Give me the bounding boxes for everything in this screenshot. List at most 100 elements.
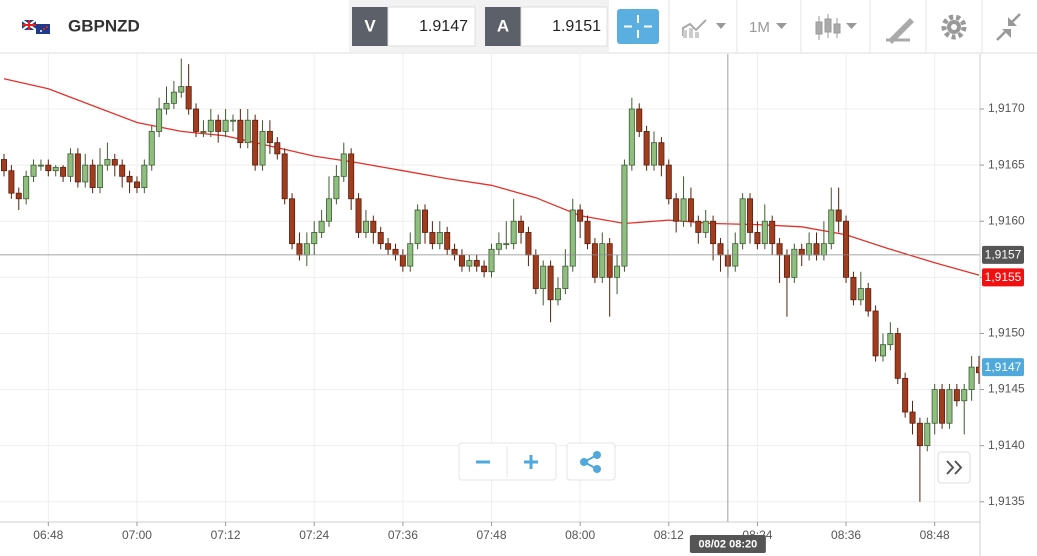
- candle-body: [902, 377, 909, 413]
- candle-body: [237, 119, 244, 144]
- price-marker: [982, 245, 1024, 264]
- candle-body: [621, 164, 628, 267]
- candle-body: [178, 86, 185, 93]
- candle-body: [717, 243, 724, 256]
- candle-body: [156, 108, 163, 132]
- candle-body: [710, 220, 717, 245]
- price-marker-label: 1,9155: [985, 270, 1022, 284]
- bid-badge[interactable]: [352, 7, 388, 46]
- candle-body: [518, 220, 525, 233]
- share-button[interactable]: [566, 442, 616, 481]
- zoom-in-button[interactable]: [524, 455, 538, 469]
- price-marker: [982, 358, 1024, 377]
- candle-body: [924, 422, 931, 447]
- candle-body: [141, 164, 148, 188]
- candle-body: [495, 243, 502, 250]
- x-tick-label: 08:36: [831, 528, 861, 542]
- candle-body: [340, 153, 347, 177]
- candle-body: [628, 108, 635, 166]
- candle-body: [399, 254, 406, 267]
- candle-body: [747, 198, 754, 233]
- bid-box[interactable]: [387, 6, 476, 47]
- candle-body: [806, 243, 813, 256]
- candle-body: [229, 119, 236, 122]
- candle-body: [651, 142, 658, 166]
- candle-body: [702, 220, 709, 233]
- candle-body: [665, 164, 672, 200]
- time-axis-bg: [0, 522, 980, 556]
- candle-body: [252, 119, 259, 166]
- indicators-button[interactable]: [682, 19, 726, 38]
- candle-body: [680, 198, 687, 222]
- candle-body: [333, 175, 340, 200]
- candle-body: [370, 220, 377, 233]
- price-marker-label: 1,9157: [985, 248, 1022, 262]
- ask-badge[interactable]: [485, 7, 521, 46]
- candle-body: [953, 389, 960, 402]
- bid-label: V: [364, 16, 376, 35]
- candle-body: [414, 209, 421, 245]
- candle-body: [835, 209, 842, 222]
- y-tick-label: 1,9135: [988, 494, 1025, 508]
- candle-body: [52, 166, 59, 172]
- draw-tools-button[interactable]: [886, 18, 914, 44]
- candle-body: [281, 153, 288, 200]
- candle-body: [348, 153, 355, 200]
- candle-body: [296, 243, 303, 256]
- candle-body: [362, 220, 369, 233]
- zoom-controls: [458, 442, 971, 484]
- candle-body: [510, 220, 517, 245]
- candle-body: [569, 209, 576, 267]
- crosshair-button[interactable]: [617, 9, 659, 44]
- price-axis-bg: [980, 54, 1037, 556]
- candle-body: [931, 389, 938, 424]
- scroll-to-end-button[interactable]: [937, 451, 971, 484]
- candle-body: [562, 265, 569, 289]
- candle-body: [303, 243, 310, 256]
- candle-body: [606, 243, 613, 278]
- candle-body: [879, 344, 886, 357]
- candle-body: [695, 220, 702, 233]
- settings-button[interactable]: [941, 14, 967, 40]
- candle-body: [377, 232, 384, 245]
- candle-body: [783, 254, 790, 278]
- timeframe-button[interactable]: 1M: [749, 19, 787, 36]
- candle-body: [266, 131, 273, 144]
- candle-body: [894, 333, 901, 379]
- x-tick-label: 07:00: [122, 528, 152, 542]
- x-tick-label: 06:48: [33, 528, 63, 542]
- axes: 1,9135 1,9140 1,9145 1,9150 1,9155 1,9160 1,91…: [0, 54, 1037, 556]
- x-tick-label: 07:12: [211, 528, 241, 542]
- chart-type-button[interactable]: [815, 14, 857, 40]
- candle-body: [813, 243, 820, 256]
- candle-body: [946, 389, 953, 424]
- price-marker-label: 1,9147: [985, 360, 1022, 374]
- candle-body: [45, 164, 52, 172]
- candle-body: [451, 248, 458, 256]
- candle-body: [547, 265, 554, 301]
- candle-body: [466, 260, 473, 267]
- y-tick-label: 1,9165: [988, 157, 1025, 171]
- candle-body: [0, 159, 7, 172]
- ask-box[interactable]: [520, 6, 608, 47]
- candle-body: [673, 198, 680, 222]
- candle-body: [739, 198, 746, 245]
- candle-body: [577, 209, 584, 222]
- y-tick-label: 1,9145: [988, 382, 1025, 396]
- candle-body: [843, 220, 850, 278]
- candle-body: [554, 288, 561, 301]
- x-tick-label: 08:48: [920, 528, 950, 542]
- collapse-button[interactable]: [996, 13, 1021, 41]
- plot-area: [0, 54, 983, 522]
- candle-body: [636, 108, 643, 132]
- ask-price: 1.9151: [552, 18, 601, 35]
- candle-body: [961, 389, 968, 402]
- x-tick-label: 08:00: [565, 528, 595, 542]
- candle-body: [163, 102, 170, 110]
- x-tick-label: 07:36: [388, 528, 418, 542]
- crosshair-time-box: [689, 535, 766, 553]
- candle-body: [274, 142, 281, 155]
- candle-body: [850, 276, 857, 301]
- candle-body: [458, 254, 465, 267]
